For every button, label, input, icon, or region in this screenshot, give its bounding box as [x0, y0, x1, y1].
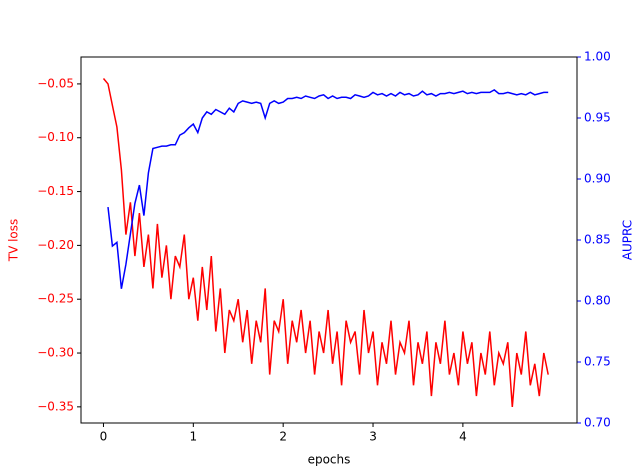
y-axis-label: TV loss: [7, 219, 21, 263]
x-tick-label: 4: [459, 430, 467, 444]
x-tick-label: 3: [369, 430, 377, 444]
y-tick-label: −0.10: [37, 130, 74, 144]
y-tick-label: −0.35: [37, 399, 74, 413]
y2-tick-label: 1.00: [584, 50, 611, 64]
x-tick-label: 2: [279, 430, 287, 444]
y-tick-label: −0.15: [37, 184, 74, 198]
x-tick-label: 0: [100, 430, 108, 444]
y2-tick-label: 0.70: [584, 416, 611, 430]
y2-tick-label: 0.80: [584, 294, 611, 308]
y-tick-label: −0.30: [37, 346, 74, 360]
y-tick-label: −0.05: [37, 76, 74, 90]
series-line: [107, 88, 549, 289]
y2-tick-label: 0.75: [584, 355, 611, 369]
series-line: [102, 78, 549, 407]
y-tick-label: −0.25: [37, 292, 74, 306]
y2-axis-label: AUPRC: [621, 220, 635, 260]
x-tick-label: 1: [189, 430, 197, 444]
y2-tick-label: 0.85: [584, 233, 611, 247]
y2-tick-label: 0.95: [584, 111, 611, 125]
x-axis-label: epochs: [308, 453, 351, 467]
y2-tick-label: 0.90: [584, 172, 611, 186]
plot-frame: [80, 56, 578, 424]
y-tick-label: −0.20: [37, 238, 74, 252]
